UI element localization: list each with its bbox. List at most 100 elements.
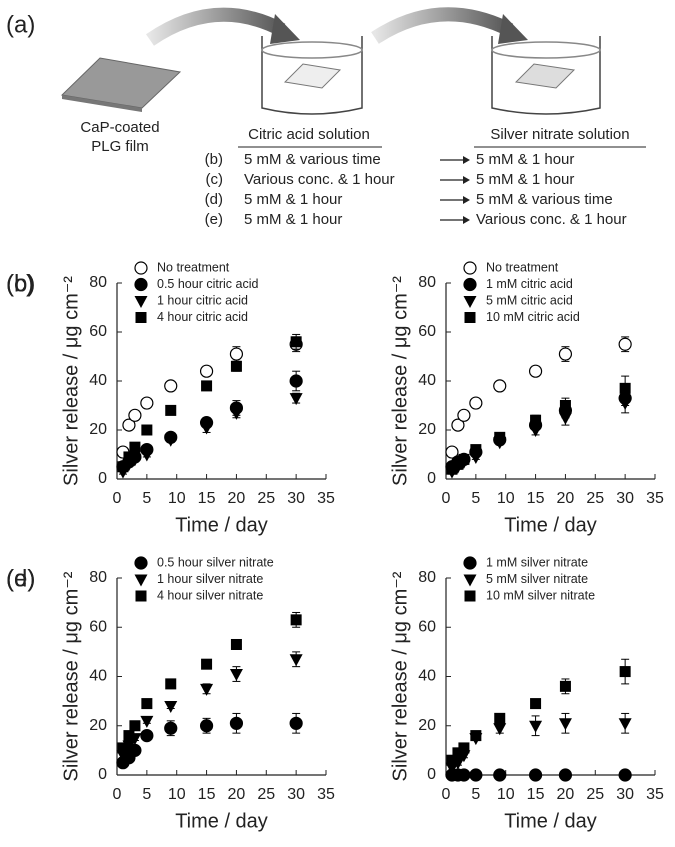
panel-label: (e) [6, 565, 35, 592]
marker [230, 360, 242, 372]
marker [135, 312, 147, 323]
y-tick-label: 60 [418, 323, 436, 340]
x-tick-label: 30 [287, 786, 305, 803]
x-tick-label: 10 [168, 786, 186, 803]
marker [164, 379, 178, 393]
legend-label: 10 mM silver nitrate [486, 588, 595, 602]
y-tick-label: 60 [89, 323, 107, 340]
film-label: PLG film [91, 138, 149, 155]
marker [290, 336, 302, 348]
marker [463, 296, 477, 308]
marker [117, 461, 129, 473]
y-tick-label: 80 [89, 274, 107, 291]
marker [530, 698, 542, 710]
marker [134, 296, 148, 308]
marker [493, 768, 507, 782]
y-tick-label: 80 [418, 569, 436, 586]
row-label: (e) [205, 211, 223, 228]
marker [140, 728, 154, 743]
arrow-head [498, 14, 528, 44]
marker [141, 698, 153, 710]
citric-condition: 5 mM & various time [244, 151, 381, 168]
marker [445, 445, 459, 459]
y-tick-label: 40 [418, 668, 436, 685]
marker [559, 400, 571, 411]
panel-label: (c) [6, 270, 34, 297]
y-tick-label: 20 [89, 421, 107, 438]
panel-label: (d) [6, 565, 35, 592]
marker [201, 658, 213, 670]
marker [619, 666, 631, 678]
beaker [261, 36, 363, 115]
x-tick-label: 0 [442, 786, 451, 803]
x-tick-label: 20 [557, 786, 575, 803]
x-tick-label: 30 [616, 786, 634, 803]
marker [229, 716, 244, 730]
x-tick-label: 35 [646, 786, 664, 803]
x-tick-label: 10 [497, 490, 515, 507]
marker [200, 422, 214, 435]
marker [117, 742, 129, 754]
marker [494, 431, 506, 443]
x-axis-label: Time / day [504, 810, 597, 832]
legend-label: 1 hour silver nitrate [157, 572, 263, 586]
row-label: (b) [205, 151, 223, 168]
marker [446, 463, 458, 475]
marker [452, 747, 464, 759]
x-tick-label: 0 [442, 490, 451, 507]
x-tick-label: 15 [527, 490, 545, 507]
marker [123, 451, 135, 463]
y-tick-label: 0 [98, 766, 107, 783]
marker [470, 730, 482, 742]
marker [457, 408, 471, 422]
marker [134, 277, 148, 292]
citric-condition: Various conc. & 1 hour [244, 171, 395, 188]
marker [201, 380, 213, 392]
marker [123, 730, 135, 742]
x-tick-label: 30 [616, 490, 634, 507]
x-tick-label: 35 [646, 490, 664, 507]
y-tick-label: 40 [89, 372, 107, 389]
marker [458, 742, 470, 754]
marker [558, 412, 572, 425]
marker [618, 718, 632, 731]
marker [229, 669, 243, 682]
y-tick-label: 40 [418, 372, 436, 389]
legend-label: No treatment [157, 260, 230, 274]
column-header: Silver nitrate solution [490, 126, 629, 143]
marker [199, 719, 214, 733]
x-tick-label: 35 [317, 490, 335, 507]
legend-label: 1 mM silver nitrate [486, 555, 588, 569]
marker [290, 614, 302, 626]
marker [164, 701, 178, 714]
beaker [491, 36, 601, 115]
marker [528, 364, 543, 378]
marker [558, 347, 573, 361]
row-arrow-head [463, 176, 470, 184]
silver-condition: Various conc. & 1 hour [476, 211, 627, 228]
x-tick-label: 5 [142, 786, 151, 803]
marker [164, 721, 178, 735]
marker [289, 654, 303, 667]
y-tick-label: 60 [418, 618, 436, 635]
legend-label: No treatment [486, 260, 559, 274]
row-arrow-head [463, 196, 470, 204]
y-tick-label: 0 [427, 766, 436, 783]
marker [529, 425, 543, 437]
x-tick-label: 35 [317, 786, 335, 803]
y-tick-label: 20 [418, 717, 436, 734]
x-tick-label: 5 [142, 490, 151, 507]
marker [289, 393, 303, 406]
silver-condition: 5 mM & 1 hour [476, 151, 574, 168]
legend-label: 1 hour citric acid [157, 293, 248, 307]
row-arrow-head [463, 156, 470, 164]
marker [528, 768, 543, 782]
process-arrow [371, 7, 514, 44]
legend-label: 4 hour citric acid [157, 310, 248, 324]
x-tick-label: 0 [113, 786, 122, 803]
marker [199, 364, 214, 378]
citric-condition: 5 mM & 1 hour [244, 211, 342, 228]
marker [469, 396, 483, 410]
marker [200, 683, 214, 696]
